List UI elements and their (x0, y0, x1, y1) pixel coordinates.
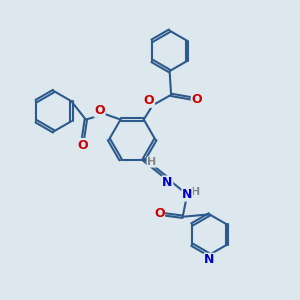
Text: O: O (77, 139, 88, 152)
Text: H: H (147, 157, 156, 167)
Text: O: O (191, 92, 202, 106)
Text: O: O (94, 104, 105, 117)
Text: N: N (182, 188, 192, 201)
Text: H: H (191, 187, 200, 197)
Text: O: O (154, 207, 164, 220)
Text: O: O (144, 94, 154, 107)
Text: N: N (162, 176, 173, 189)
Text: N: N (204, 253, 214, 266)
